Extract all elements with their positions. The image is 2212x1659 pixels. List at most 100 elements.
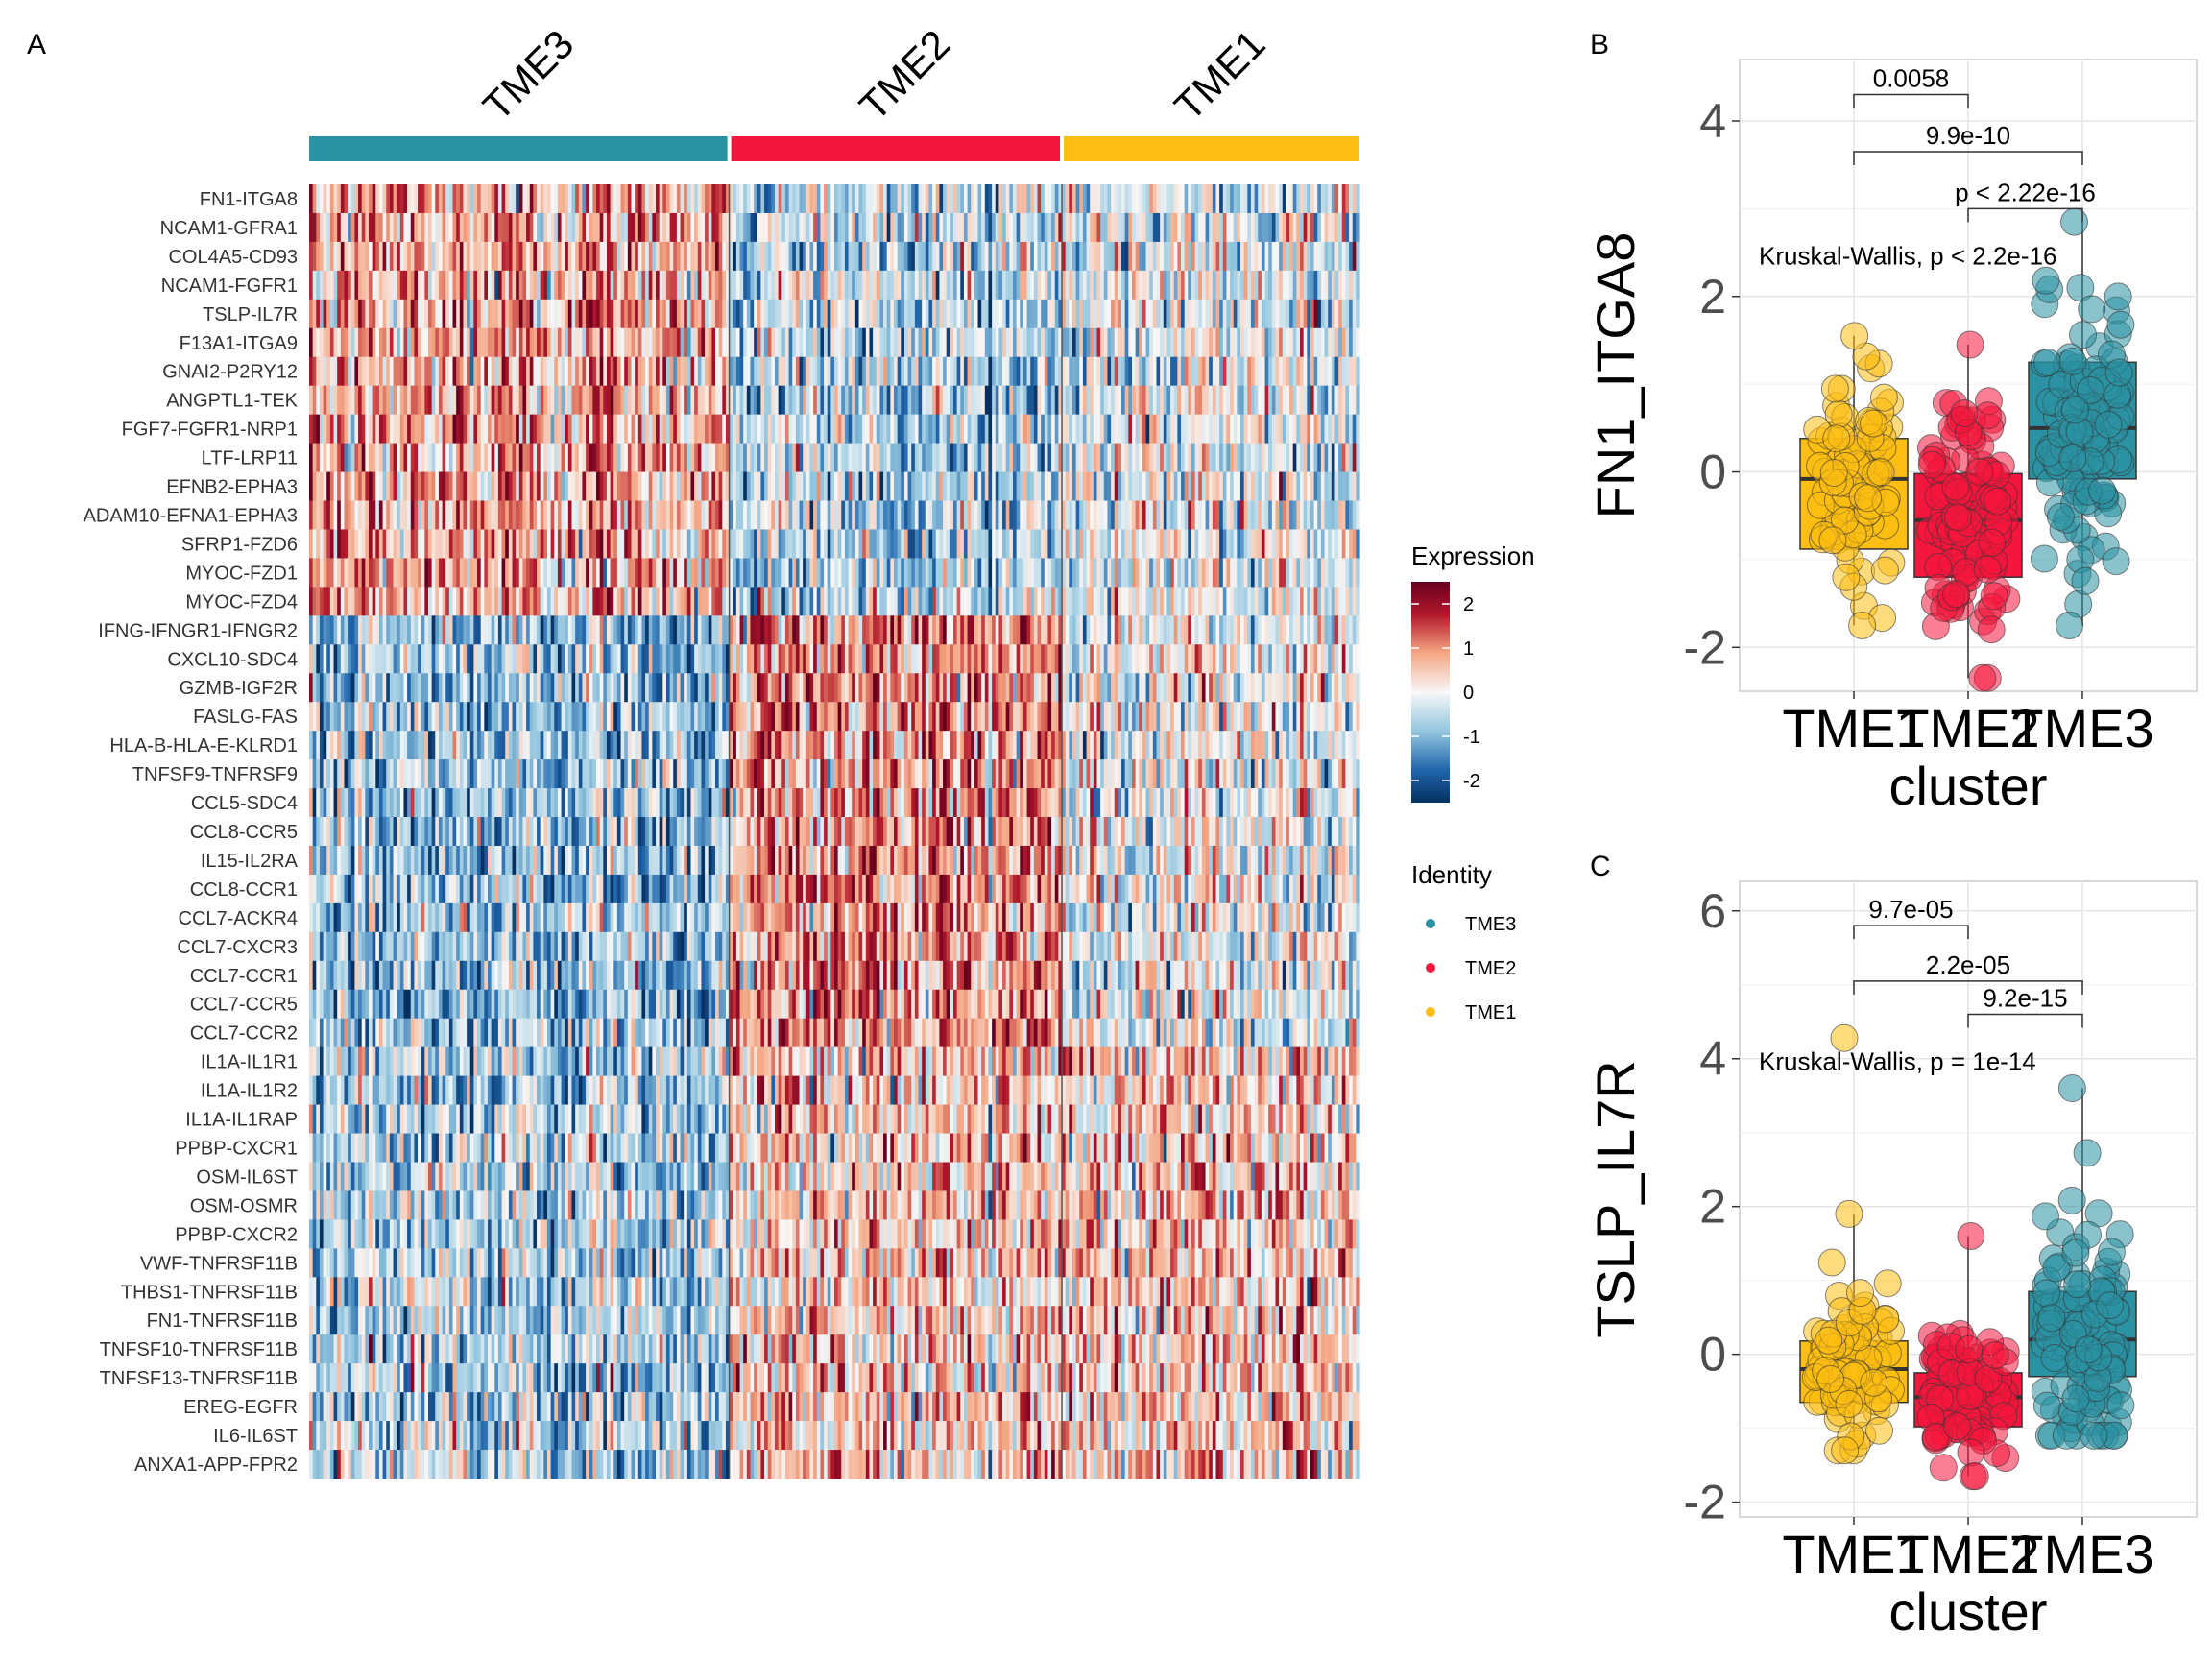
heatmap-cell bbox=[1310, 212, 1315, 243]
heatmap-cell bbox=[399, 500, 405, 530]
heatmap-cell bbox=[1279, 500, 1284, 530]
heatmap-cell bbox=[992, 615, 997, 645]
heatmap-cell bbox=[1212, 299, 1217, 329]
heatmap-cell bbox=[329, 471, 335, 502]
heatmap-cell bbox=[1062, 241, 1067, 272]
heatmap-cell bbox=[592, 471, 597, 502]
heatmap-cell bbox=[841, 644, 846, 674]
heatmap-cell bbox=[907, 385, 912, 416]
heatmap-cell bbox=[1254, 558, 1259, 588]
heatmap-cell bbox=[414, 327, 419, 358]
heatmap-cell bbox=[1264, 356, 1269, 387]
heatmap-cell bbox=[686, 184, 692, 214]
heatmap-cell bbox=[841, 558, 846, 588]
heatmap-cell bbox=[645, 558, 650, 588]
heatmap-cell bbox=[1139, 327, 1143, 358]
heatmap-cell bbox=[705, 270, 709, 301]
heatmap-cell bbox=[998, 327, 1003, 358]
heatmap-cell bbox=[1338, 184, 1343, 214]
heatmap-cell bbox=[586, 241, 590, 272]
heatmap-cell bbox=[1188, 270, 1192, 301]
heatmap-cell bbox=[368, 241, 373, 272]
heatmap-cell bbox=[1086, 356, 1091, 387]
heatmap-cell bbox=[386, 558, 391, 588]
heatmap-cell bbox=[746, 414, 752, 445]
heatmap-cell bbox=[348, 587, 352, 616]
heatmap-cell bbox=[546, 270, 552, 301]
heatmap-cell bbox=[784, 184, 790, 214]
heatmap-cell bbox=[1016, 299, 1021, 329]
heatmap-cell bbox=[746, 443, 752, 473]
heatmap-cell bbox=[743, 644, 748, 674]
heatmap-cell bbox=[813, 184, 818, 214]
heatmap-cell bbox=[1233, 587, 1238, 616]
heatmap-cell bbox=[459, 356, 465, 387]
heatmap-cell bbox=[480, 241, 485, 272]
heatmap-cell bbox=[1181, 558, 1186, 588]
heatmap-cell bbox=[407, 443, 412, 473]
heatmap-cell bbox=[1264, 184, 1269, 214]
heatmap-cell bbox=[834, 356, 839, 387]
heatmap-cell bbox=[494, 644, 499, 674]
heatmap-cell bbox=[578, 241, 584, 272]
heatmap-cell bbox=[1226, 529, 1231, 559]
heatmap-cell bbox=[686, 212, 692, 243]
heatmap-cell bbox=[869, 529, 874, 559]
heatmap-cell bbox=[1313, 356, 1318, 387]
heatmap-cell bbox=[739, 327, 744, 358]
heatmap-cell bbox=[697, 529, 703, 559]
heatmap-cell bbox=[764, 558, 769, 588]
heatmap-cell bbox=[1261, 529, 1266, 559]
heatmap-cell bbox=[1166, 299, 1171, 329]
heatmap-cell bbox=[1071, 241, 1077, 272]
heatmap-cell bbox=[312, 443, 317, 473]
heatmap-cell bbox=[893, 184, 899, 214]
heatmap-cell bbox=[844, 443, 850, 473]
heatmap-cell bbox=[610, 471, 614, 502]
heatmap-cell bbox=[477, 644, 482, 674]
heatmap-cell bbox=[873, 443, 878, 473]
heatmap-cell bbox=[567, 471, 573, 502]
heatmap-cell bbox=[1331, 241, 1336, 272]
heatmap-cell bbox=[1237, 212, 1241, 243]
heatmap-cell bbox=[686, 500, 692, 530]
heatmap-cell bbox=[533, 327, 538, 358]
heatmap-cell bbox=[733, 529, 737, 559]
heatmap-cell bbox=[1026, 500, 1031, 530]
heatmap-cell bbox=[1090, 615, 1094, 645]
heatmap-cell bbox=[1128, 241, 1133, 272]
heatmap-cell bbox=[522, 385, 527, 416]
heatmap-cell bbox=[435, 615, 440, 645]
heatmap-cell bbox=[1254, 587, 1259, 616]
heatmap-cell bbox=[620, 356, 625, 387]
heatmap-cell bbox=[1292, 184, 1297, 214]
heatmap-cell bbox=[550, 500, 555, 530]
heatmap-cell bbox=[1219, 414, 1224, 445]
heatmap-cell bbox=[648, 184, 653, 214]
heatmap-cell bbox=[750, 529, 755, 559]
heatmap-cell bbox=[852, 385, 856, 416]
heatmap-cell bbox=[750, 500, 755, 530]
heatmap-cell bbox=[399, 615, 405, 645]
heatmap-cell bbox=[397, 615, 401, 645]
heatmap-cell bbox=[518, 270, 524, 301]
heatmap-cell bbox=[680, 471, 685, 502]
heatmap-cell bbox=[1188, 587, 1192, 616]
heatmap-cell bbox=[995, 212, 999, 243]
heatmap-cell bbox=[827, 241, 831, 272]
heatmap-cell bbox=[1111, 270, 1116, 301]
heatmap-cell bbox=[1020, 356, 1024, 387]
heatmap-cell bbox=[673, 414, 678, 445]
heatmap-cell bbox=[886, 241, 891, 272]
heatmap-cell bbox=[932, 558, 937, 588]
heatmap-cell bbox=[701, 471, 706, 502]
heatmap-cell bbox=[739, 529, 744, 559]
heatmap-cell bbox=[757, 500, 762, 530]
heatmap-cell bbox=[935, 270, 940, 301]
heatmap-cell bbox=[911, 414, 916, 445]
heatmap-cell bbox=[893, 270, 899, 301]
heatmap-cell bbox=[735, 385, 741, 416]
heatmap-cell bbox=[516, 299, 520, 329]
heatmap-cell bbox=[575, 587, 580, 616]
heatmap-cell bbox=[358, 184, 363, 214]
